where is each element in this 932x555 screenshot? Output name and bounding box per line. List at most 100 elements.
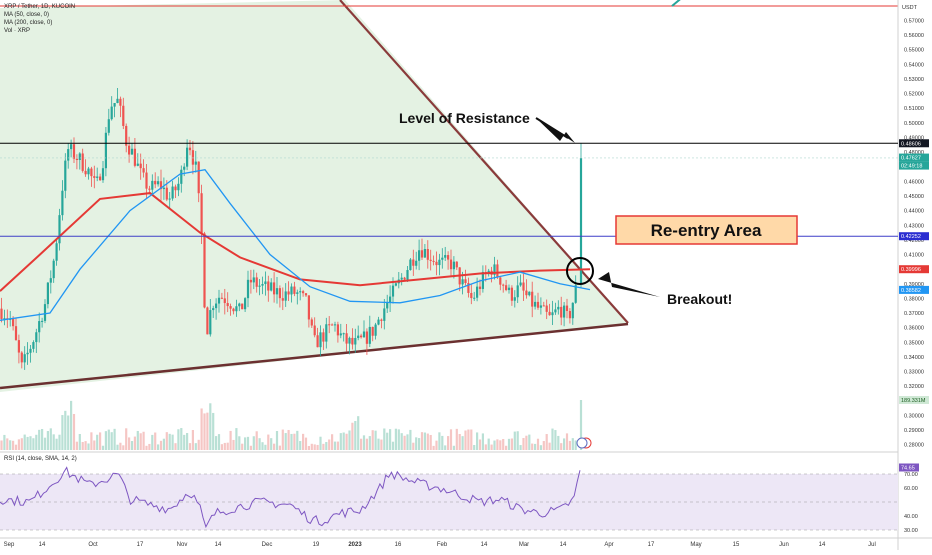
price-tick-label: 0.51000 (904, 106, 924, 112)
candle-body (78, 153, 81, 160)
candle-body (75, 158, 78, 160)
candle-body (32, 342, 35, 349)
volume-bar (32, 438, 35, 450)
volume-bar (197, 439, 200, 450)
candle-body (203, 233, 206, 308)
volume-bar (420, 432, 424, 450)
volume-bar (371, 430, 374, 450)
candle-body (186, 147, 189, 167)
volume-bar (99, 432, 102, 450)
volume-bar (55, 438, 58, 450)
volume-bar (209, 403, 212, 450)
candle-body (200, 193, 203, 234)
volume-legend[interactable]: Vol · XRP (4, 28, 31, 34)
rsi-legend[interactable]: RSI (14, close, SMA, 14, 2) (4, 456, 77, 462)
time-tick-label: Mar (519, 542, 529, 548)
candle-body (342, 333, 345, 335)
volume-bar (493, 440, 496, 450)
candle-body (389, 296, 392, 304)
volume-bar (87, 443, 90, 450)
candle-body (528, 291, 531, 296)
volume-bar (319, 436, 322, 450)
price-tick-label: 0.43000 (904, 223, 924, 229)
volume-bar (191, 429, 194, 450)
volume-bar (557, 435, 560, 450)
candle-body (168, 198, 171, 200)
candle-body (122, 105, 125, 126)
candle-body (217, 297, 221, 304)
candle-body (136, 163, 139, 166)
candle-body (339, 333, 342, 336)
volume-bar (119, 442, 122, 450)
candle-body (307, 295, 310, 320)
candle-body (287, 291, 290, 295)
candle-body (426, 249, 429, 260)
volume-bar (362, 435, 366, 450)
volume-bar (560, 443, 563, 450)
candle-body (142, 168, 145, 173)
volume-bar (38, 429, 41, 450)
candle-body (99, 176, 102, 181)
volume-bar (539, 445, 542, 450)
volume-bar (64, 410, 67, 450)
volume-bar (235, 428, 238, 450)
candle-body (371, 326, 374, 336)
candles (0, 88, 583, 370)
volume-bar (461, 436, 464, 450)
ma50-legend[interactable]: MA (50, close, 0) (4, 12, 50, 18)
price-projection-stub (671, 0, 681, 7)
ma200-legend[interactable]: MA (200, close, 0) (4, 20, 53, 26)
price-tick-label: 0.52000 (904, 92, 924, 98)
time-tick-label: Dec (262, 542, 273, 548)
candle-body (325, 324, 328, 342)
volume-bar (148, 443, 151, 450)
candle-body (258, 285, 261, 287)
ma50-line (0, 168, 591, 321)
volume-bar (110, 432, 113, 450)
volume-bar (296, 430, 299, 450)
price-badge-label: 0.48606 (901, 141, 921, 147)
volume-bar (145, 445, 148, 450)
candle-body (46, 282, 49, 305)
price-badge-label: 0.42252 (901, 234, 921, 240)
rsi-band (0, 474, 898, 530)
volume-bar (510, 438, 513, 450)
volume-bar (397, 429, 400, 450)
candle-body (415, 260, 418, 266)
symbol-title[interactable]: XRP / Tether, 1D, KUCOIN (4, 4, 76, 10)
volume-bar (93, 440, 96, 450)
volume-bar (365, 438, 368, 450)
volume-bar (46, 431, 49, 450)
candle-body (496, 264, 499, 278)
price-tick-label: 0.45000 (904, 194, 924, 200)
candle-body (476, 286, 479, 298)
volume-bar (470, 429, 473, 450)
candle-body (360, 335, 363, 338)
candle-body (0, 308, 3, 319)
candle-body (70, 144, 73, 150)
price-tick-label: 0.54000 (904, 62, 924, 68)
candle-body (519, 282, 522, 286)
volume-bar (380, 439, 383, 450)
candle-body (113, 102, 116, 107)
volume-bar (478, 439, 482, 450)
candle-body (429, 259, 432, 261)
volume-bar (548, 442, 551, 450)
price-tick-label: 0.35000 (904, 340, 924, 346)
time-tick-label: Oct (88, 542, 98, 548)
breakout-annotation: Breakout! (667, 291, 732, 307)
volume-bar (531, 443, 534, 450)
candle-body (238, 303, 241, 307)
candle-body (84, 170, 87, 175)
volume-bar (502, 438, 505, 450)
moving-averages (0, 168, 591, 321)
candle-body (313, 325, 316, 336)
candle-body (119, 98, 122, 106)
volume-bar (328, 439, 331, 450)
volume-bar (525, 435, 528, 450)
price-tick-label: 0.53000 (904, 77, 924, 83)
volume-bar (258, 438, 261, 450)
volume-bar (84, 441, 87, 450)
